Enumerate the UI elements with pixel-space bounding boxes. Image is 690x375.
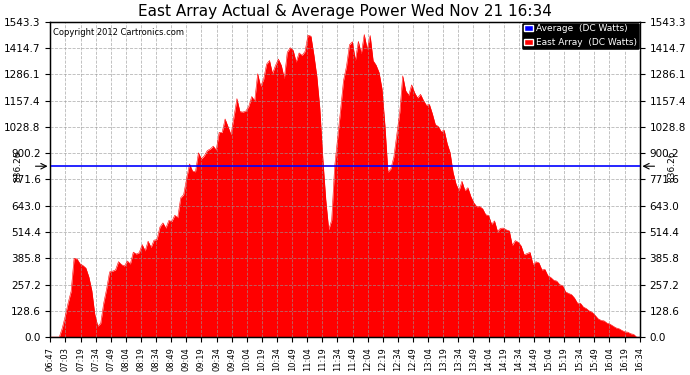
Legend: Average  (DC Watts), East Array  (DC Watts): Average (DC Watts), East Array (DC Watts…: [522, 22, 640, 50]
Text: Copyright 2012 Cartronics.com: Copyright 2012 Cartronics.com: [53, 28, 184, 37]
Text: 836.26: 836.26: [667, 150, 676, 182]
Title: East Array Actual & Average Power Wed Nov 21 16:34: East Array Actual & Average Power Wed No…: [138, 4, 552, 19]
Text: 836.26: 836.26: [14, 150, 23, 182]
